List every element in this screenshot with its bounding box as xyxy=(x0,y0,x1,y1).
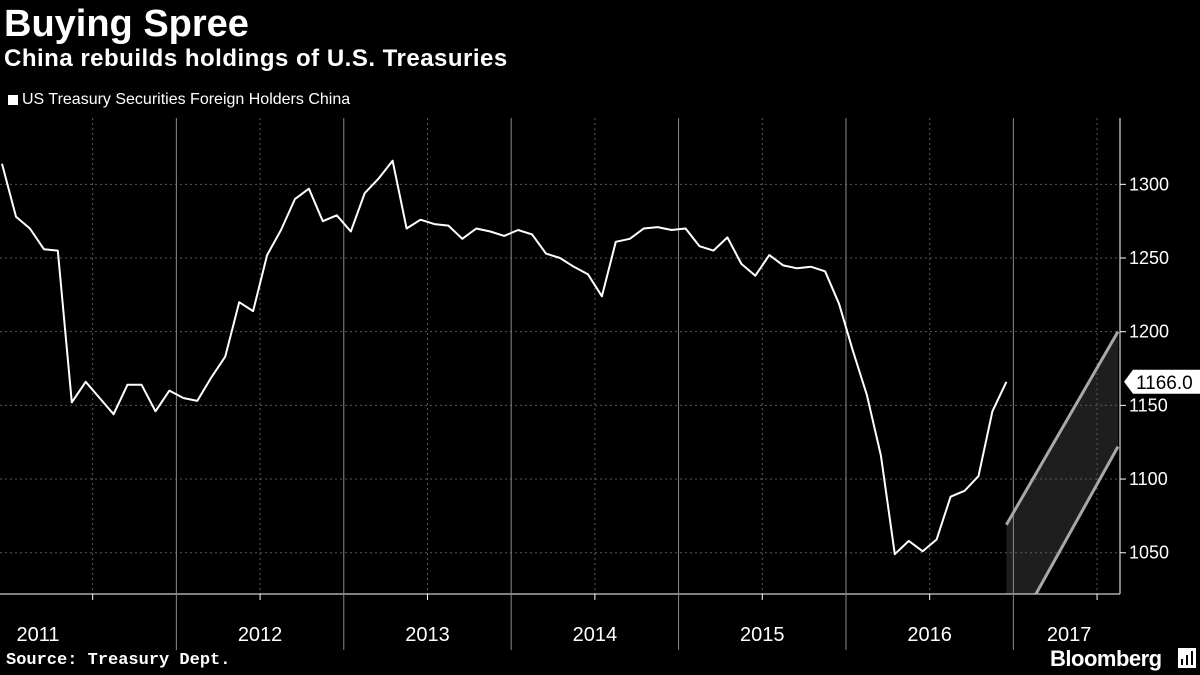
trend-channel-layer xyxy=(1005,330,1120,595)
y-tick-label: 1300 xyxy=(1129,174,1169,194)
x-tick-label: 2015 xyxy=(740,624,785,646)
y-tick-label: 1100 xyxy=(1129,469,1168,489)
y-tick-label: 1150 xyxy=(1129,395,1168,415)
x-tick-label: 2017 xyxy=(1047,624,1092,646)
x-tick-label: 2011 xyxy=(16,624,59,646)
legend-swatch xyxy=(8,95,18,105)
brand-logo: Bloomberg xyxy=(1050,646,1162,671)
series-layer xyxy=(1,159,1008,556)
legend-label: US Treasury Securities Foreign Holders C… xyxy=(22,91,351,108)
y-tick-label: 1050 xyxy=(1129,543,1169,563)
trend-channel-upper xyxy=(1005,330,1120,526)
grid-layer xyxy=(0,118,1120,594)
last-value-label: 1166.0 xyxy=(1136,373,1193,394)
bar-chart-icon xyxy=(1178,648,1196,668)
series-line xyxy=(1,159,1008,556)
last-value-tag xyxy=(1124,369,1200,394)
legend: US Treasury Securities Foreign Holders C… xyxy=(8,90,350,110)
axis-layer: 1050 1100 1150 1200 1250 1300 2011 2012 2013 2014… xyxy=(0,118,1169,650)
chart-subtitle: China rebuilds holdings of U.S. Treasuri… xyxy=(4,45,508,72)
label-layer: 1166.0 xyxy=(1124,369,1200,394)
trend-channel-fill xyxy=(1006,331,1118,594)
y-tick-label: 1200 xyxy=(1129,322,1169,342)
chart-title: Buying Spree xyxy=(4,3,249,45)
x-tick-label: 2014 xyxy=(573,624,618,646)
trend-channel-lower xyxy=(1034,445,1120,595)
x-tick-label: 2016 xyxy=(907,624,952,646)
channel-shade-layer xyxy=(1006,331,1118,594)
source-note: Source: Treasury Dept. xyxy=(6,651,231,670)
x-tick-label: 2013 xyxy=(405,624,450,646)
x-tick-label: 2012 xyxy=(238,624,283,646)
y-tick-label: 1250 xyxy=(1129,248,1169,268)
